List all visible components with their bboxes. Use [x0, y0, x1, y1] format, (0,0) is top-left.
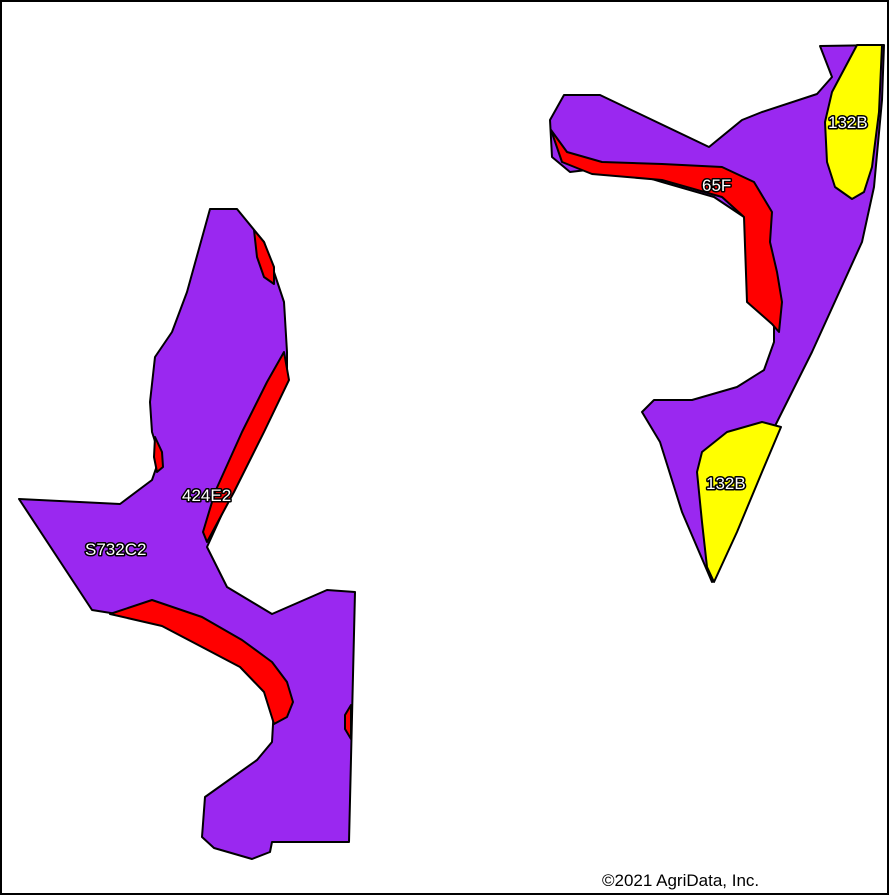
soil-unit-red-west-upper[interactable] [253, 229, 275, 285]
soil-unit-red-west-middle[interactable] [202, 351, 290, 543]
map-label-65f: 65F [702, 176, 731, 195]
map-label-s732c2: S732C2 [85, 540, 146, 559]
soil-unit-red-east[interactable] [550, 129, 783, 333]
soil-unit-yellow-east-upper[interactable] [824, 44, 883, 200]
copyright-text: ©2021 AgriData, Inc. [602, 871, 760, 890]
soil-unit-red-west-lower[interactable] [109, 599, 294, 725]
soil-unit-purple-west[interactable] [18, 208, 356, 860]
map-label-424e2: 424E2 [182, 486, 231, 505]
map-label-132b-lower: 132B [706, 474, 746, 493]
soil-unit-yellow-east-lower[interactable] [696, 421, 782, 583]
map-label-132b-upper: 132B [828, 113, 868, 132]
soil-unit-red-west-edge[interactable] [344, 704, 352, 740]
soil-unit-red-west-small[interactable] [153, 436, 164, 473]
